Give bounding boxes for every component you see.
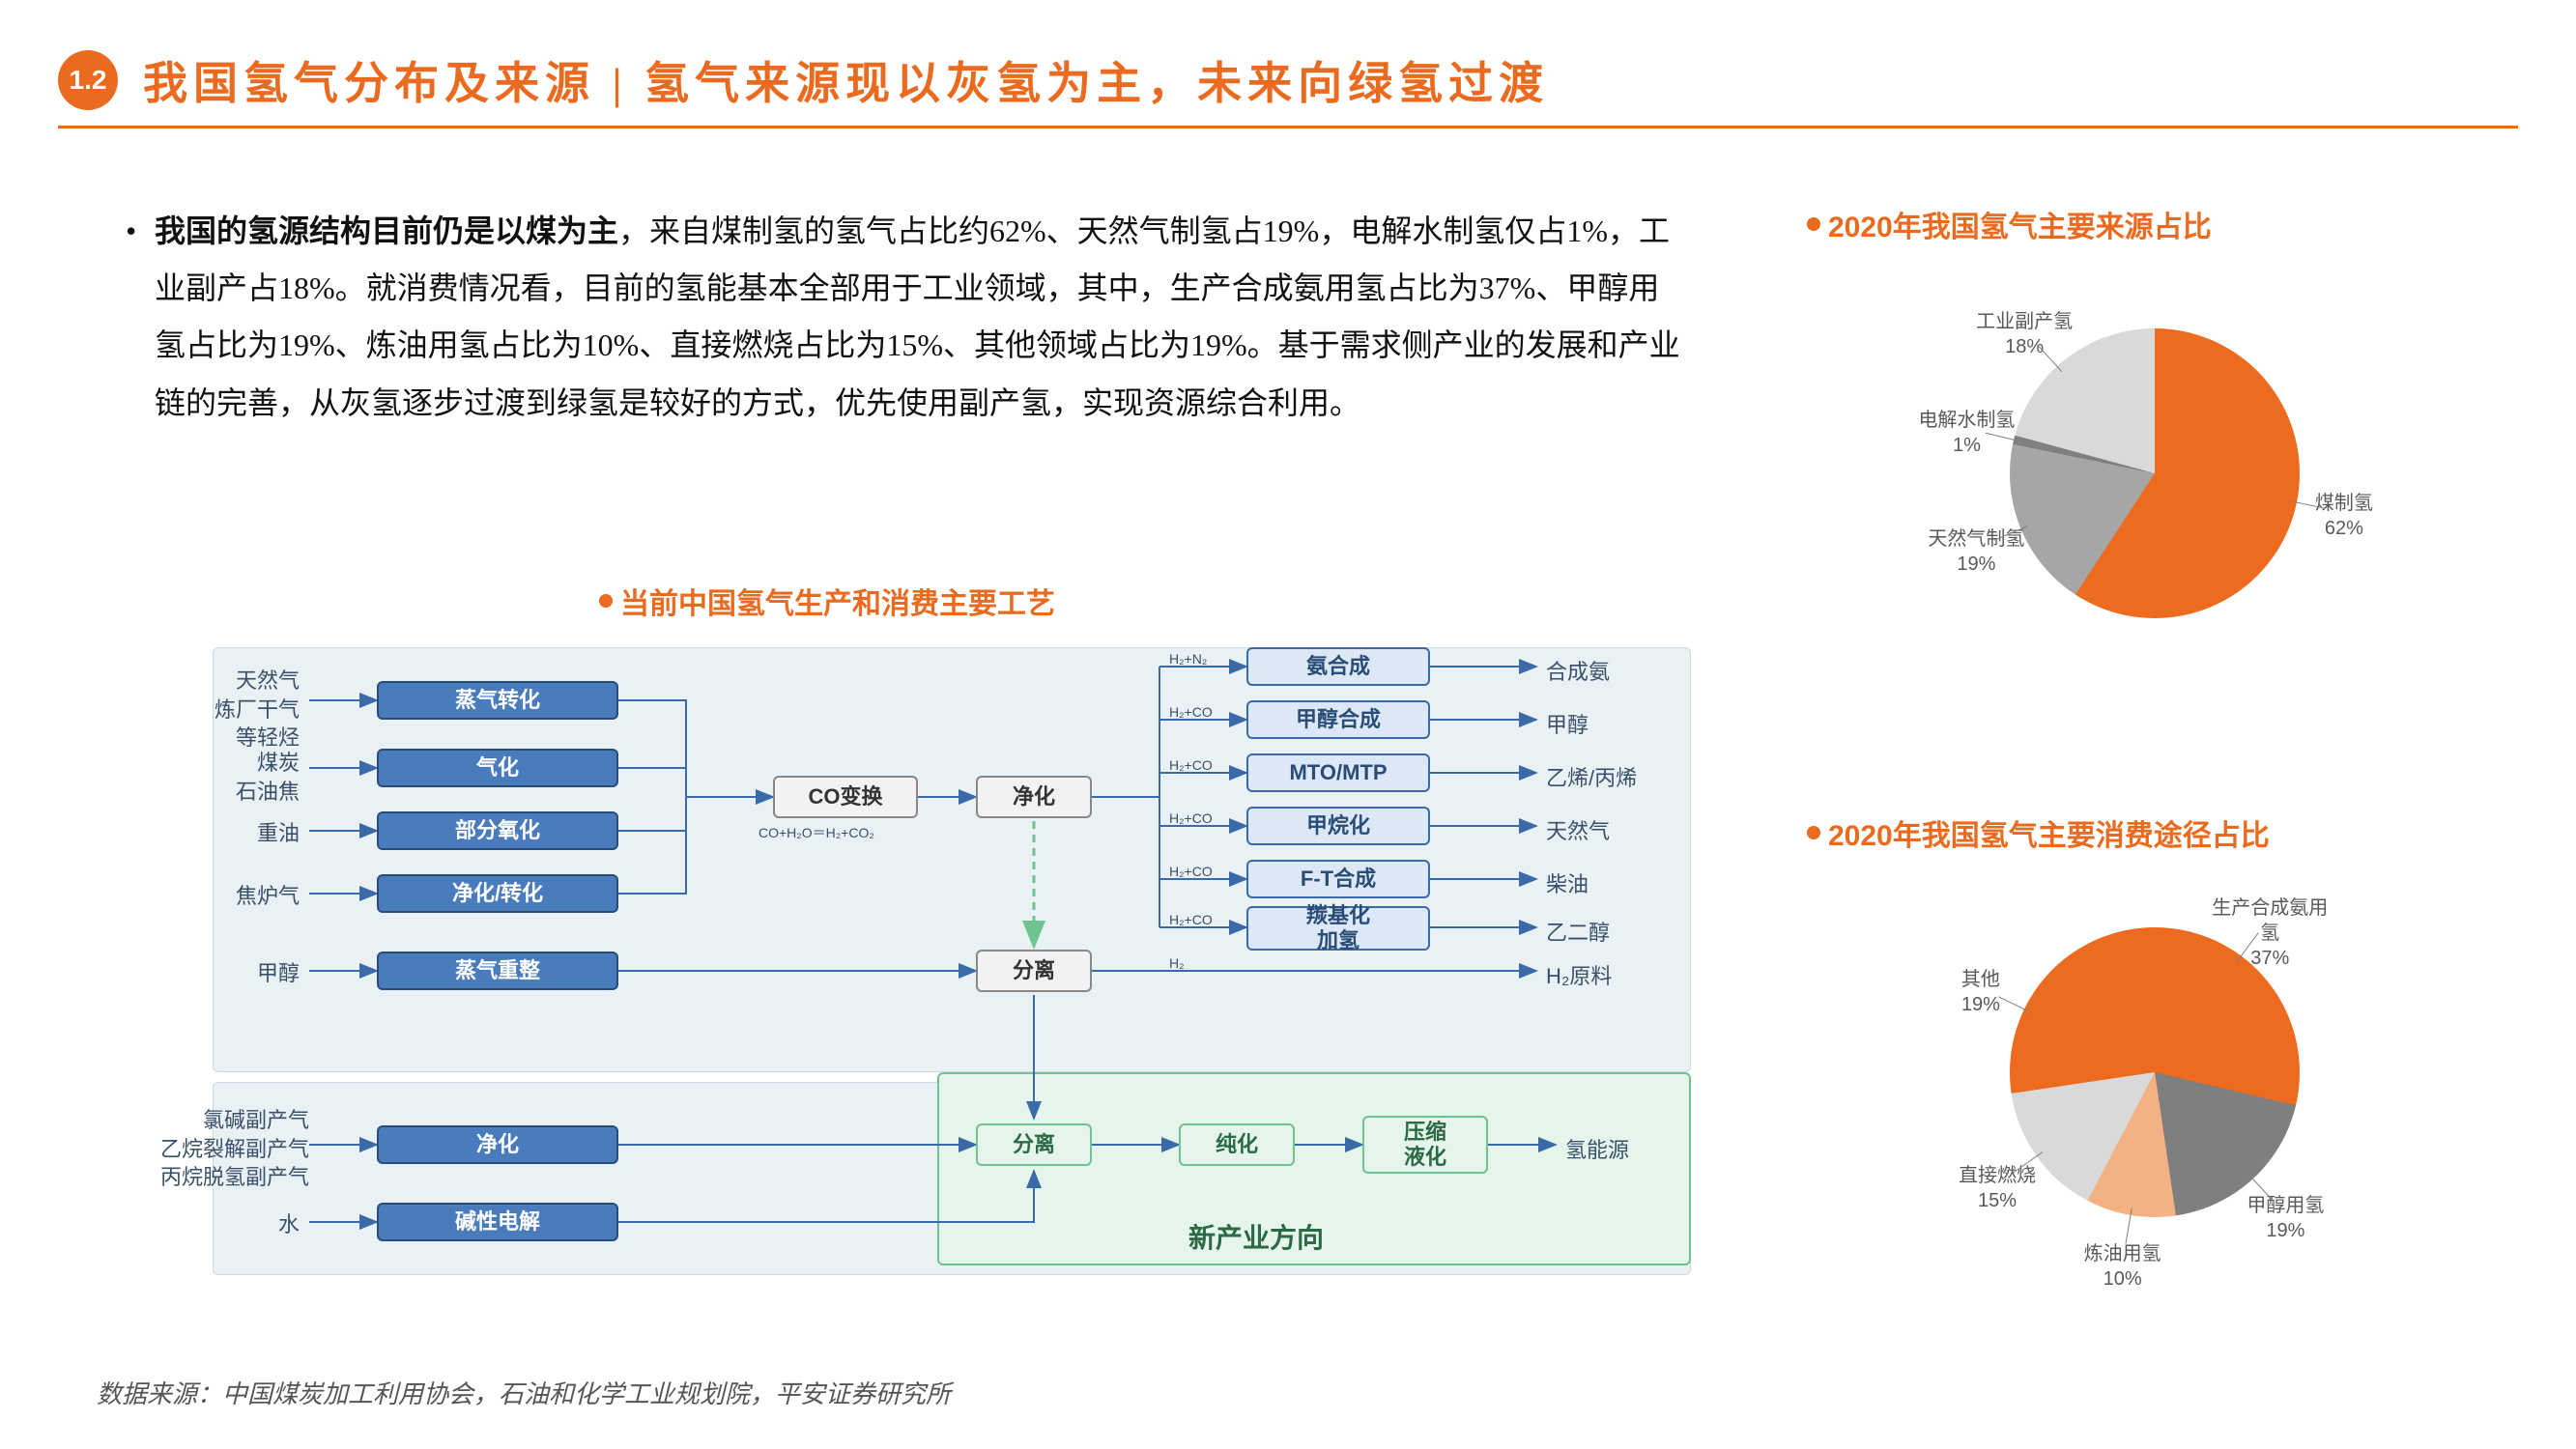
src-heavy-oil: 重油 [155, 819, 300, 848]
src-natural-gas: 天然气炼厂干气等轻烃 [155, 667, 300, 753]
pie-slice-label: 煤制氢62% [2286, 491, 2402, 541]
node-ammonia-syn: 氨合成 [1246, 647, 1430, 686]
dot-icon [1807, 826, 1820, 839]
new-direction-label: 新产业方向 [1188, 1217, 1324, 1256]
out-h2-raw: H₂原料 [1546, 959, 1612, 990]
edge-h2co-5: H₂+CO [1169, 912, 1213, 927]
edge-h2n2: H₂+N₂ [1169, 651, 1207, 667]
pie2-title-text: 2020年我国氢气主要消费途径占比 [1828, 811, 2270, 854]
out-methanol: 甲醇 [1546, 708, 1589, 739]
pie-slice-label: 炼油用氢10% [2065, 1241, 2181, 1292]
pie-slice-label: 工业副产氢18% [1966, 309, 2082, 359]
pie1-title-text: 2020年我国氢气主要来源占比 [1828, 203, 2212, 245]
out-olefins: 乙烯/丙烯 [1546, 761, 1637, 792]
pie1-disc [2010, 328, 2300, 618]
section-badge: 1.2 [58, 50, 118, 110]
pie-slice-label: 直接燃烧15% [1939, 1163, 2055, 1213]
dot-icon [1807, 217, 1820, 231]
out-natgas: 天然气 [1546, 814, 1610, 845]
pie-slice-label: 甲醇用氢19% [2227, 1193, 2343, 1243]
out-glycol: 乙二醇 [1546, 916, 1610, 947]
pie1-chart: 煤制氢62%天然气制氢19%电解水制氢1%工业副产氢18% [1817, 270, 2396, 705]
edge-h2: H₂ [1169, 955, 1185, 971]
pie-slice-label: 生产合成氨用氢37% [2212, 895, 2328, 971]
body-paragraph: • 我国的氢源结构目前仍是以煤为主，来自煤制氢的氢气占比约62%、天然气制氢占1… [155, 203, 1681, 432]
src-coke-gas: 焦炉气 [155, 882, 300, 911]
flowchart: 天然气炼厂干气等轻烃 煤炭石油焦 重油 焦炉气 甲醇 氯碱副产气乙烷裂解副产气丙… [155, 638, 1701, 1294]
out-diesel: 柴油 [1546, 867, 1589, 898]
edge-h2co-1: H₂+CO [1169, 704, 1213, 720]
pie2-chart: 生产合成氨用氢37% 甲醇用氢19% 炼油用氢10%直接燃烧15% 其他19% [1817, 879, 2396, 1323]
flowchart-title: 当前中国氢气生产和消费主要工艺 [599, 580, 1055, 622]
source-citation: 数据来源：中国煤炭加工利用协会，石油和化学工业规划院，平安证券研究所 [97, 1375, 951, 1410]
src-methanol: 甲醇 [155, 959, 300, 988]
pie-slice-label: 天然气制氢19% [1918, 526, 2034, 577]
node-steam-reform2: 蒸气重整 [377, 952, 618, 990]
pie2-title: 2020年我国氢气主要消费途径占比 [1807, 811, 2270, 854]
pie-slice-label: 其他19% [1923, 967, 2039, 1017]
co-equation: CO+H₂O＝H₂+CO₂ [758, 823, 874, 842]
slide-header: 1.2 我国氢气分布及来源 | 氢气来源现以灰氢为主，未来向绿氢过渡 [58, 48, 2518, 128]
src-coal: 煤炭石油焦 [155, 749, 300, 806]
out-h2-energy: 氢能源 [1565, 1133, 1629, 1164]
slide-title: 我国氢气分布及来源 | 氢气来源现以灰氢为主，未来向绿氢过渡 [143, 48, 1549, 112]
edge-h2co-3: H₂+CO [1169, 810, 1213, 826]
node-alkaline-electrolysis: 碱性电解 [377, 1203, 618, 1241]
node-purify-convert: 净化/转化 [377, 874, 618, 913]
node-carbonyl-hydro: 羰基化加氢 [1246, 906, 1430, 951]
edge-h2co-2: H₂+CO [1169, 757, 1213, 773]
node-mto-mtp: MTO/MTP [1246, 753, 1430, 792]
node-partial-oxidation: 部分氧化 [377, 811, 618, 850]
out-ammonia: 合成氨 [1546, 655, 1610, 686]
bullet-icon: • [126, 203, 136, 260]
node-ft-syn: F-T合成 [1246, 860, 1430, 898]
pie1-title: 2020年我国氢气主要来源占比 [1807, 203, 2212, 245]
edge-h2co-4: H₂+CO [1169, 864, 1213, 879]
node-separate-lower: 分离 [976, 1123, 1092, 1166]
node-purify-lower: 净化 [377, 1125, 618, 1164]
src-byproduct-gas: 氯碱副产气乙烷裂解副产气丙烷脱氢副产气 [126, 1106, 309, 1192]
node-methanol-syn: 甲醇合成 [1246, 700, 1430, 739]
node-gasification: 气化 [377, 749, 618, 787]
node-refine: 纯化 [1179, 1123, 1295, 1166]
node-purify-mid: 净化 [976, 776, 1092, 818]
node-separate-upper: 分离 [976, 950, 1092, 992]
node-steam-reforming: 蒸气转化 [377, 681, 618, 720]
dot-icon [599, 594, 613, 608]
node-compress-liquefy: 压缩液化 [1362, 1116, 1488, 1174]
pie-slice-label: 电解水制氢1% [1908, 408, 2024, 458]
src-water: 水 [155, 1210, 300, 1239]
flowchart-title-text: 当前中国氢气生产和消费主要工艺 [620, 580, 1055, 622]
node-co-shift: CO变换 [773, 776, 918, 818]
node-methanation: 甲烷化 [1246, 807, 1430, 845]
